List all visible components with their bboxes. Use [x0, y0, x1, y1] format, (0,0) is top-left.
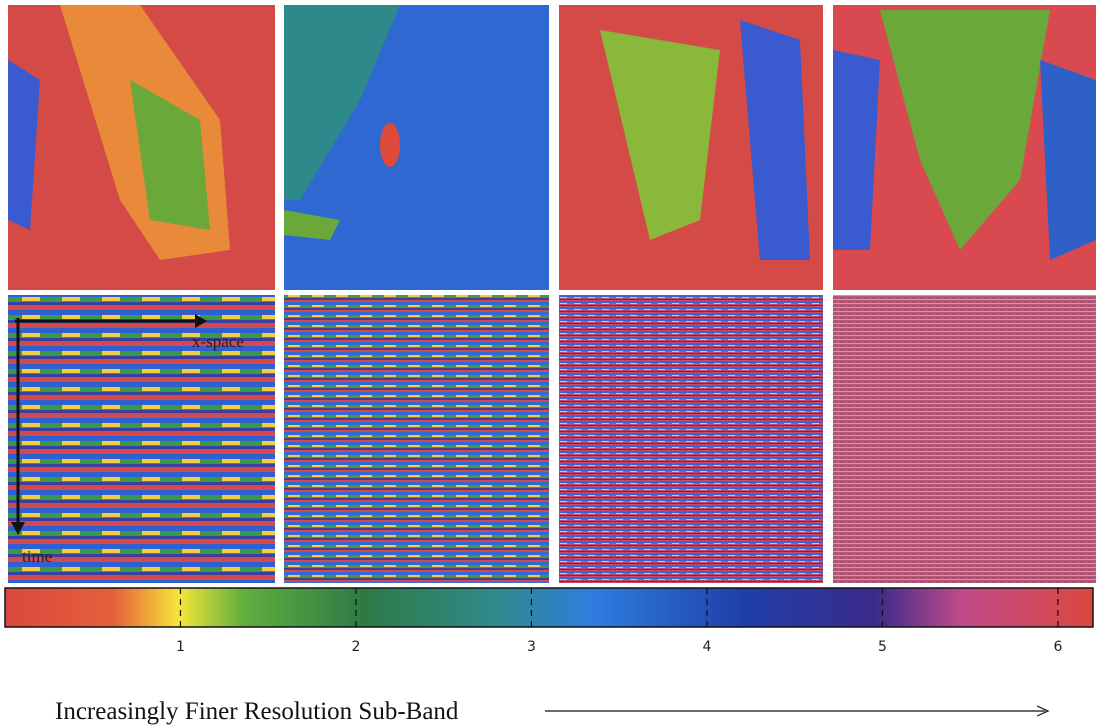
tick-label: 1 — [176, 639, 185, 655]
caption: Increasingly Finer Resolution Sub-Band — [55, 698, 459, 725]
colorbar — [4, 587, 1094, 628]
top-panels — [8, 5, 1096, 290]
x-axis-label: x-space — [192, 332, 244, 351]
tick-label: 2 — [352, 639, 361, 655]
caption-arrow-head — [1036, 705, 1050, 717]
bottom-panels: x-space time — [8, 295, 1096, 583]
colorbar-ticks: 1 2 3 4 5 6 — [176, 588, 1062, 655]
tick-label: 3 — [527, 639, 536, 655]
tick-label: 4 — [702, 639, 711, 655]
tick-label: 5 — [878, 639, 887, 655]
time-axis-label: time — [22, 547, 52, 566]
tick-label: 6 — [1053, 639, 1062, 655]
